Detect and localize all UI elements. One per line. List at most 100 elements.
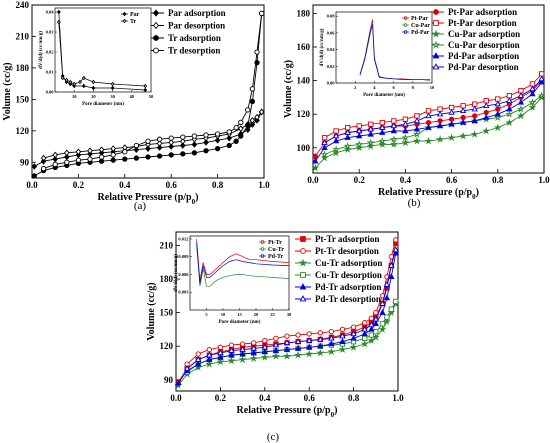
legend-marker: [433, 20, 439, 26]
data-point: [239, 341, 246, 347]
x-tick-label: 0.6: [446, 175, 458, 185]
data-point: [233, 138, 239, 144]
inset-frame: [335, 11, 433, 84]
legend-label: Pd-Tr desorption: [315, 294, 381, 304]
data-point: [413, 117, 421, 124]
data-point: [368, 321, 375, 328]
data-point: [483, 113, 490, 120]
inset-x-axis-label: Pore diameter (nm): [219, 320, 261, 325]
data-point: [493, 123, 502, 132]
data-point: [320, 150, 329, 158]
inset-y-tick-label: 0.009: [178, 254, 189, 259]
inset-data-point: [143, 87, 148, 93]
data-point: [328, 329, 335, 335]
data-point: [214, 136, 221, 144]
data-point: [312, 157, 319, 164]
data-point: [425, 112, 432, 119]
data-point: [180, 151, 186, 157]
legend-marker: [300, 236, 306, 242]
inset-y-tick-label: 0.012: [178, 236, 189, 241]
x-tick-label: 0.4: [259, 393, 271, 403]
legend-marker: [433, 9, 439, 15]
y-tick-label: 150: [160, 308, 174, 318]
data-point: [436, 110, 444, 117]
plot-frame: [175, 231, 399, 392]
inset-data-point: [110, 85, 115, 91]
data-point: [195, 360, 202, 367]
inset-chart: 2 4 6 8 10 0.00 0.02 0.04 0.06 0.08 Pore diameter …: [320, 11, 435, 98]
data-point: [156, 140, 163, 147]
data-point: [122, 156, 128, 162]
inset-legend-marker: [260, 240, 265, 244]
data-point: [145, 138, 151, 144]
data-point: [459, 131, 468, 140]
data-point: [261, 343, 268, 350]
data-point: [373, 309, 379, 316]
data-point: [538, 75, 545, 82]
data-point: [367, 125, 374, 132]
data-point: [383, 281, 391, 287]
legend-marker: [299, 283, 307, 290]
inset-y-tick-label: 0.02: [46, 50, 55, 55]
inset-frame: [54, 7, 152, 93]
data-point: [383, 294, 391, 301]
data-point: [203, 148, 209, 154]
x-tick-label: 0.8: [212, 180, 224, 190]
data-point: [493, 113, 502, 122]
x-tick-label: 0.2: [215, 393, 227, 403]
chart-panel-0: 0.0 0.2 0.4 0.6 0.8 1.0 90 120 150 180 210 240 Relat…: [2, 0, 270, 212]
inset-x-tick-label: 30: [287, 312, 292, 317]
inset-x-tick-label: 30: [110, 94, 115, 99]
inset-y-tick-label: 0.06: [327, 30, 336, 35]
legend-label: Cu-Par desorption: [448, 40, 520, 50]
legend-marker: [431, 29, 441, 38]
legend-marker: [300, 248, 306, 254]
data-point: [217, 349, 224, 356]
inset-series-line: [58, 21, 146, 87]
data-point: [372, 315, 379, 322]
data-point: [378, 136, 387, 145]
data-point: [180, 137, 186, 145]
data-point: [244, 126, 251, 134]
plot-frame: [31, 4, 265, 179]
legend-label: Pt-Tr desorption: [315, 246, 379, 256]
data-point: [259, 10, 265, 17]
data-point: [216, 357, 225, 366]
data-point: [529, 85, 536, 92]
data-point: [349, 343, 358, 351]
data-point: [306, 337, 313, 343]
data-point: [471, 117, 478, 124]
panel-caption: (c): [267, 431, 280, 443]
inset-data-point: [72, 81, 77, 87]
data-point: [317, 335, 324, 342]
data-point: [273, 335, 279, 342]
data-point: [191, 133, 198, 139]
data-point: [448, 108, 455, 115]
data-point: [64, 159, 70, 165]
inset-legend-label: Pd-Par: [411, 30, 430, 36]
data-point: [362, 320, 368, 326]
legend-label: Cu-Par adsorption: [448, 29, 520, 39]
legend-marker: [298, 258, 308, 267]
inset-legend-marker: [122, 18, 127, 24]
y-tick-label: 210: [16, 31, 30, 41]
data-point: [356, 127, 363, 134]
legend-marker: [299, 295, 307, 302]
data-point: [98, 154, 105, 160]
inset-data-point: [143, 83, 148, 89]
inset-x-tick-label: 5: [205, 312, 208, 317]
legend-marker: [153, 35, 159, 41]
data-point: [205, 360, 214, 368]
inset-legend-label: Pt-Par: [411, 16, 428, 22]
data-point: [316, 348, 325, 357]
data-point: [424, 136, 433, 145]
data-point: [249, 86, 256, 92]
inset-legend-marker: [122, 11, 127, 17]
inset-y-tick-label: 0.01: [46, 70, 55, 75]
legend-label: Par desorption: [168, 21, 225, 31]
inset-x-tick-label: 20: [91, 94, 96, 99]
data-point: [203, 134, 209, 142]
data-point: [294, 351, 303, 359]
data-point: [470, 130, 479, 138]
data-point: [388, 273, 395, 279]
